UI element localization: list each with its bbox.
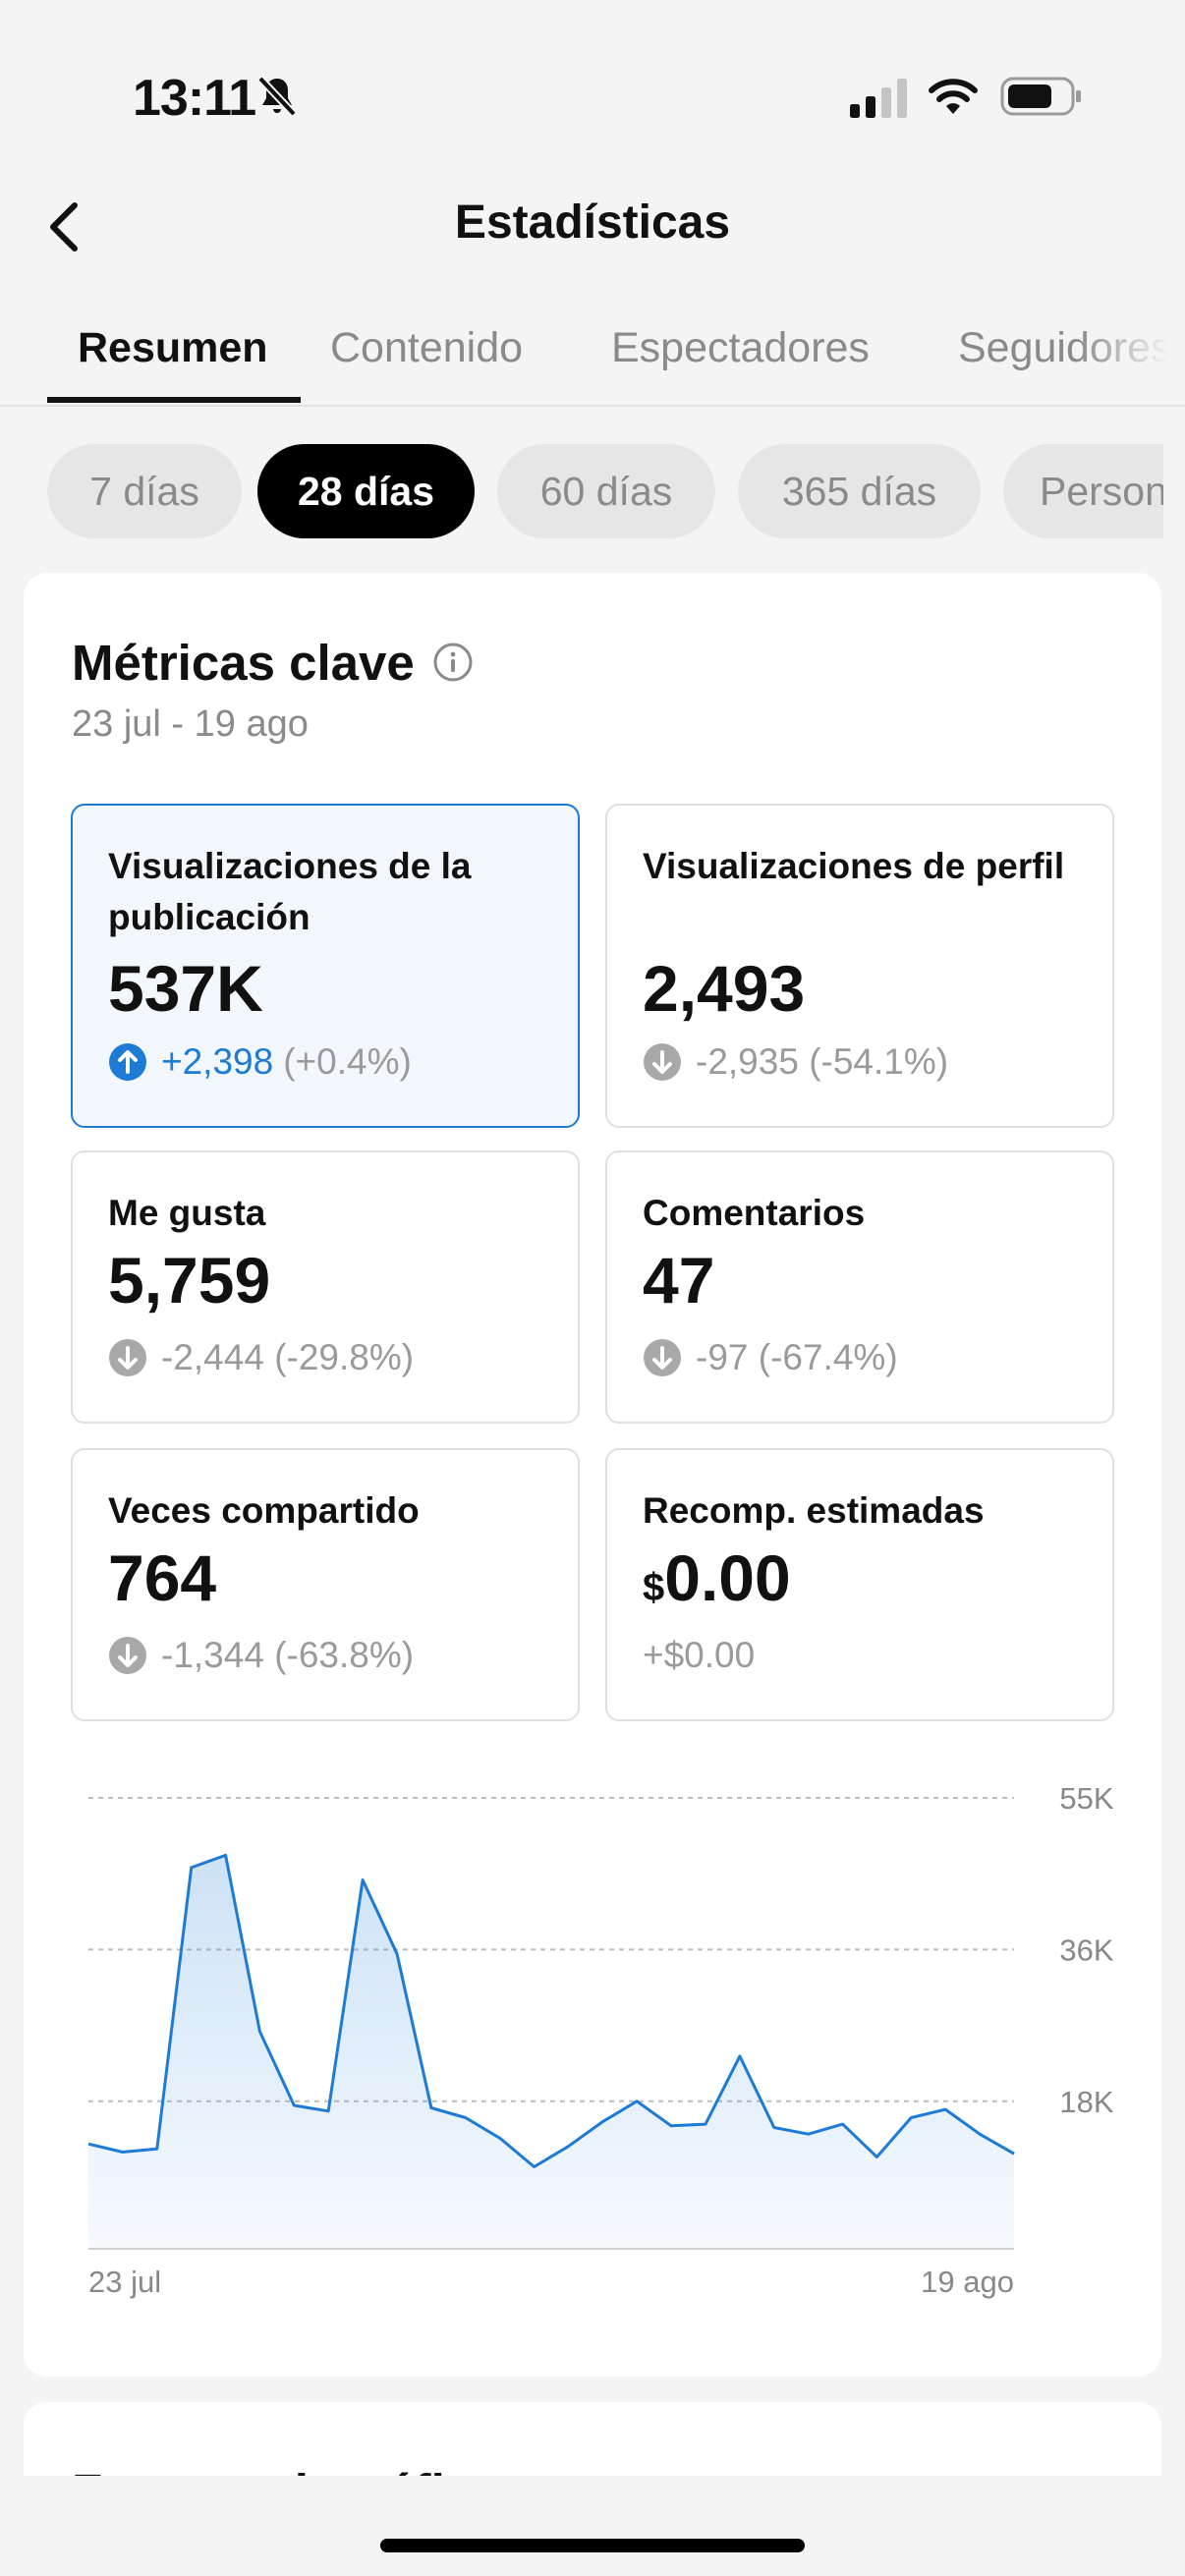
arrow-down-circle-icon (109, 1637, 146, 1674)
cellular-signal-icon (850, 79, 907, 118)
tab-bar: Resumen Contenido Espectadores Seguidore… (0, 295, 1185, 407)
metric-delta: -2,935 (-54.1%) (643, 1041, 948, 1083)
metric-delta-value: +2,398 (161, 1041, 274, 1082)
tab-contenido[interactable]: Contenido (330, 324, 524, 371)
metric-delta-percent: (-67.4%) (758, 1337, 898, 1377)
nav-bar: Estadísticas (0, 172, 1185, 280)
metric-label: Veces compartido (108, 1490, 420, 1531)
period-60-days[interactable]: 60 días (497, 444, 715, 538)
metric-likes[interactable]: Me gusta 5,759 -2,444 (-29.8%) (71, 1150, 580, 1424)
active-tab-indicator (47, 397, 301, 403)
period-28-days[interactable]: 28 días (257, 444, 475, 538)
metric-delta: -1,344 (-63.8%) (108, 1635, 414, 1676)
period-7-days[interactable]: 7 días (47, 444, 242, 538)
metric-label: Comentarios (643, 1193, 866, 1233)
x-axis-start-label: 23 jul (88, 2265, 161, 2299)
section-title: Métricas clave (72, 635, 415, 691)
chart-area-fill (88, 1855, 1014, 2249)
metric-label: Recomp. estimadas (643, 1490, 985, 1531)
arrow-down-circle-icon (109, 1339, 146, 1376)
metric-delta-percent: (+0.4%) (283, 1041, 412, 1082)
metric-label: Visualizaciones de perfil (643, 846, 1065, 886)
tab-resumen[interactable]: Resumen (78, 324, 268, 371)
metric-value-number: 0.00 (664, 1541, 791, 1614)
metric-value: $0.00 (643, 1540, 791, 1615)
metric-delta: -2,444 (-29.8%) (108, 1337, 414, 1378)
metric-delta: +2,398 (+0.4%) (108, 1041, 412, 1083)
metric-estimated-rewards[interactable]: Recomp. estimadas $0.00 +$0.00 (605, 1448, 1114, 1721)
bell-slash-icon (257, 76, 297, 117)
metric-value: 47 (643, 1244, 715, 1316)
metric-value: 5,759 (108, 1244, 271, 1316)
metric-delta-value: -2,444 (161, 1337, 264, 1377)
metric-delta-percent: (-54.1%) (809, 1041, 949, 1082)
y-axis-tick-label: 18K (1059, 2085, 1113, 2119)
metric-label: Me gusta (108, 1193, 266, 1233)
status-time: 13:11 (133, 70, 256, 127)
period-365-days[interactable]: 365 días (738, 444, 981, 538)
key-metrics-card: Métricas clave 23 jul - 19 ago Visualiza… (24, 573, 1161, 2377)
arrow-down-circle-icon (644, 1043, 681, 1081)
date-range: 23 jul - 19 ago (72, 703, 309, 745)
wifi-icon (929, 79, 978, 114)
metric-delta-value: -1,344 (161, 1635, 264, 1675)
metric-comments[interactable]: Comentarios 47 -97 (-67.4%) (605, 1150, 1114, 1424)
metric-delta: -97 (-67.4%) (643, 1337, 898, 1378)
metric-value: 537K (108, 952, 263, 1025)
currency-symbol: $ (643, 1566, 665, 1609)
x-axis-end-label: 19 ago (921, 2265, 1014, 2299)
tab-espectadores[interactable]: Espectadores (611, 324, 870, 371)
metric-delta-value: +$0.00 (643, 1635, 756, 1675)
battery-icon (1000, 77, 1081, 116)
period-custom[interactable]: Personalizado (1003, 444, 1163, 538)
metric-value: 764 (108, 1541, 217, 1614)
chevron-left-icon[interactable] (41, 192, 90, 260)
chart-line (87, 1853, 1015, 2168)
arrow-up-circle-icon (109, 1043, 146, 1081)
status-bar: 13:11 (0, 0, 1185, 187)
metric-post-views[interactable]: Visualizaciones de la publicación 537K +… (71, 804, 580, 1128)
metric-label: Visualizaciones de la publicación (108, 846, 472, 937)
metric-delta-value: -2,935 (696, 1041, 799, 1082)
home-indicator (380, 2539, 805, 2552)
tabs-fade (1077, 295, 1185, 405)
metric-delta-percent: (-29.8%) (274, 1337, 415, 1377)
views-chart: 55K 36K 18K 23 jul 19 ago (87, 1781, 1114, 2299)
y-axis-tick-label: 36K (1059, 1932, 1113, 1967)
y-axis-tick-label: 55K (1059, 1781, 1113, 1816)
metric-shares[interactable]: Veces compartido 764 -1,344 (-63.8%) (71, 1448, 580, 1721)
metric-delta: +$0.00 (643, 1635, 755, 1676)
arrow-down-circle-icon (644, 1339, 681, 1376)
page-title: Estadísticas (454, 196, 731, 249)
info-icon[interactable] (432, 642, 474, 683)
bottom-safe-area (0, 2476, 1185, 2576)
period-selector: 7 días 28 días 60 días 365 días Personal… (0, 442, 1163, 540)
metric-delta-value: -97 (696, 1337, 749, 1377)
metric-profile-views[interactable]: Visualizaciones de perfil 2,493 -2,935 (… (605, 804, 1114, 1128)
metric-delta-percent: (-63.8%) (274, 1635, 415, 1675)
metric-value: 2,493 (643, 952, 806, 1025)
